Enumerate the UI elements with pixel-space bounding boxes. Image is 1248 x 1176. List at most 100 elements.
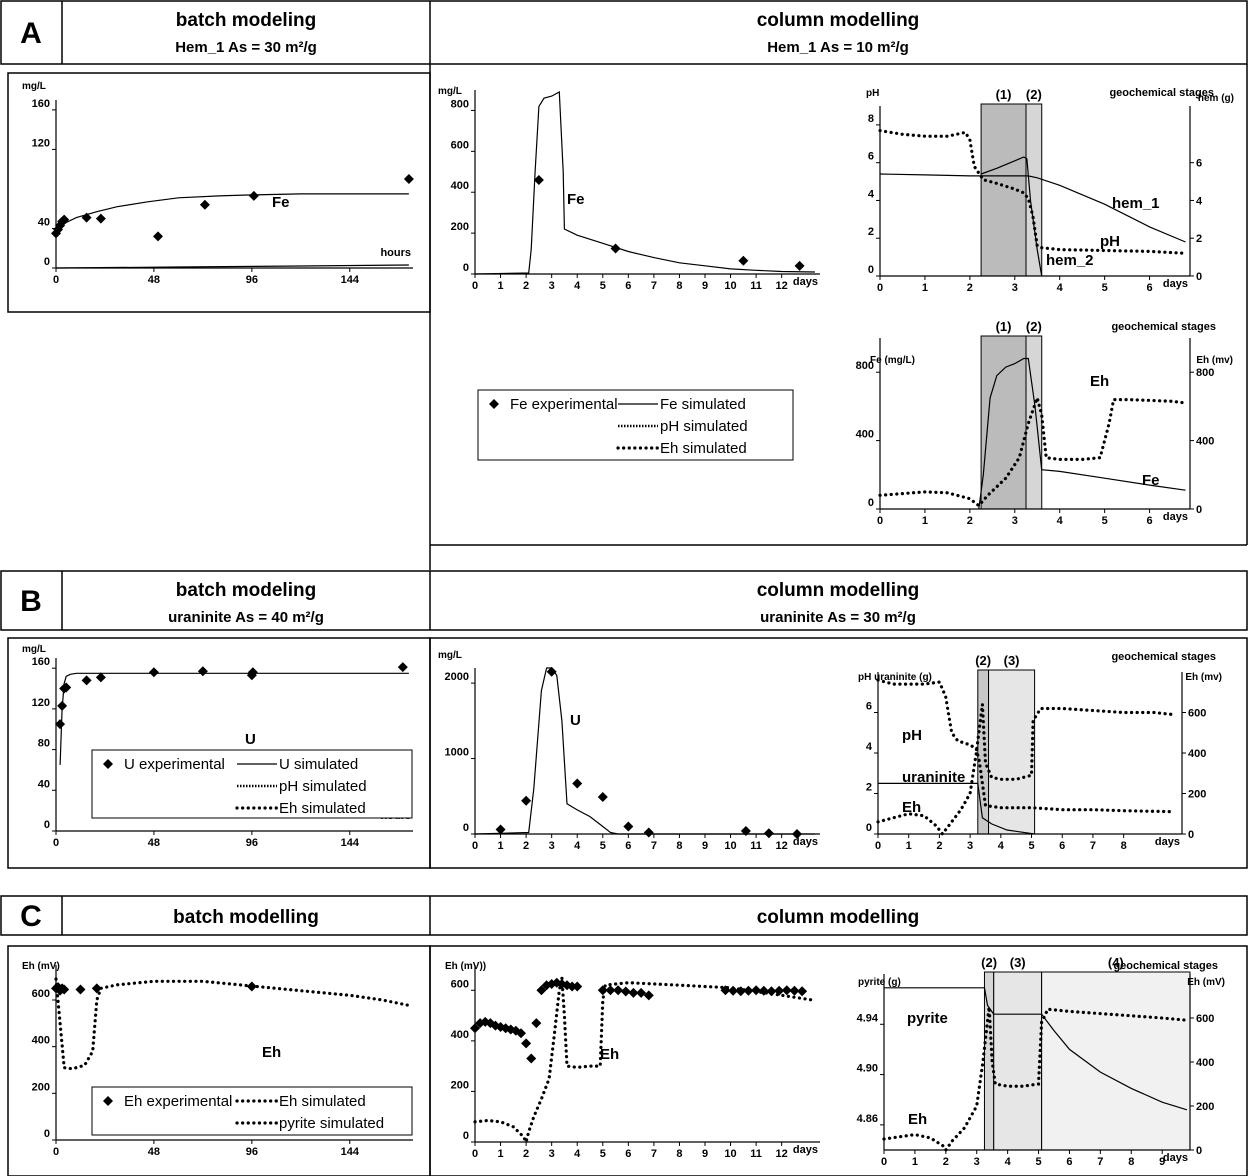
legend-box — [91, 749, 413, 819]
data-point — [738, 255, 749, 266]
legend-simulated: pyrite simulated — [279, 1115, 384, 1132]
y-tick-label: 800 — [451, 98, 469, 110]
x-tick-label: 0 — [472, 280, 478, 292]
y-tick-label: 4.86 — [857, 1113, 878, 1125]
x-tick-label: 48 — [148, 837, 160, 849]
series-label: pH — [1100, 233, 1120, 250]
data-point — [774, 985, 785, 996]
x-tick-label: 7 — [1097, 1156, 1103, 1168]
y-tick-label: 0 — [868, 264, 874, 276]
x-tick-label: 3 — [549, 280, 555, 292]
data-point — [643, 990, 654, 1001]
x-axis-label: days — [1155, 836, 1180, 848]
stages-caption: geochemical stages — [1111, 321, 1216, 333]
x-tick-label: 4 — [574, 1148, 581, 1160]
series-line — [878, 129, 1188, 255]
x-tick-label: 5 — [600, 280, 606, 292]
y-tick-label: 40 — [38, 778, 50, 790]
x-tick-label: 3 — [967, 840, 973, 852]
data-point — [57, 700, 68, 711]
y-tick-label: 0 — [44, 256, 50, 268]
x-tick-label: 96 — [246, 837, 258, 849]
x-tick-label: 4 — [1057, 515, 1064, 527]
x-tick-label: 6 — [1147, 282, 1153, 294]
x-tick-label: 8 — [1121, 840, 1127, 852]
x-tick-label: 3 — [549, 1148, 555, 1160]
y2-tick-label: 600 — [1188, 708, 1206, 720]
y-tick-label: 400 — [856, 429, 874, 441]
data-point — [623, 821, 634, 832]
y-tick-label: 2 — [866, 782, 872, 794]
legend-marker — [489, 399, 499, 409]
column-title: column modelling — [757, 580, 920, 601]
data-point — [470, 1023, 480, 1034]
data-point — [521, 795, 532, 806]
legend-experimental: Eh experimental — [124, 1093, 232, 1110]
x-tick-label: 5 — [600, 840, 606, 852]
batch-title: batch modeling — [176, 10, 316, 31]
batch-title: batch modeling — [176, 580, 316, 601]
x-tick-label: 6 — [625, 1148, 631, 1160]
y-tick-label: 400 — [451, 1029, 469, 1041]
y-axis-label: pH — [866, 88, 879, 99]
data-point — [572, 981, 583, 992]
data-point — [247, 667, 258, 678]
x-tick-label: 144 — [341, 837, 360, 849]
series-label: pH — [902, 727, 922, 744]
x-tick-label: 8 — [676, 1148, 682, 1160]
series-label: U — [245, 731, 256, 748]
legend-experimental: Fe experimental — [510, 396, 618, 413]
data-point — [643, 827, 654, 838]
series-label: Eh — [600, 1046, 619, 1063]
y-tick-label: 160 — [32, 98, 50, 110]
y-tick-label: 4.90 — [857, 1063, 878, 1075]
data-point — [95, 672, 106, 683]
y2-axis-label: Eh (mv) — [1196, 355, 1233, 366]
y2-tick-label: 0 — [1196, 1145, 1202, 1157]
x-tick-label: 2 — [523, 280, 529, 292]
data-point — [516, 1028, 526, 1039]
x-tick-label: 0 — [877, 515, 883, 527]
x-tick-label: 144 — [341, 274, 360, 286]
x-tick-label: 3 — [549, 840, 555, 852]
x-tick-label: 5 — [600, 1148, 606, 1160]
data-point — [720, 985, 731, 996]
data-point — [526, 1053, 537, 1064]
x-axis-label: days — [793, 1144, 818, 1156]
data-point — [735, 986, 746, 997]
data-point — [797, 986, 808, 997]
data-point — [789, 985, 800, 996]
data-point — [620, 986, 631, 997]
y-tick-label: 800 — [856, 360, 874, 372]
y-tick-label: 0 — [44, 819, 50, 831]
x-tick-label: 96 — [246, 274, 258, 286]
x-tick-label: 1 — [497, 1148, 503, 1160]
x-tick-label: 3 — [1012, 515, 1018, 527]
y2-tick-label: 400 — [1188, 748, 1206, 760]
y-axis-label: Fe (mg/L) — [870, 355, 915, 366]
data-point — [197, 666, 208, 677]
data-point — [610, 243, 621, 254]
y-tick-label: 4.94 — [857, 1012, 879, 1024]
x-tick-label: 2 — [523, 1148, 529, 1160]
data-point — [628, 987, 639, 998]
y-tick-label: 2 — [868, 226, 874, 238]
stage-label: (1) — [996, 87, 1012, 102]
data-point — [743, 985, 754, 996]
x-axis-label: days — [1163, 1152, 1188, 1164]
x-tick-label: 6 — [1059, 840, 1065, 852]
x-tick-label: 1 — [922, 515, 928, 527]
y-axis-label: pH uraninite (g) — [858, 672, 932, 683]
data-point — [75, 984, 86, 995]
column-title: column modelling — [757, 907, 920, 928]
series-label: hem_1 — [1112, 195, 1160, 212]
x-tick-label: 0 — [53, 837, 59, 849]
legends-layer: Fe experimental Fe simulated pH simulated E… — [91, 389, 794, 1136]
legend-simulated: pH simulated — [279, 778, 367, 795]
y-tick-label: 120 — [32, 697, 50, 709]
section-header-frame — [0, 0, 1248, 65]
series-label: Fe — [1142, 472, 1160, 489]
